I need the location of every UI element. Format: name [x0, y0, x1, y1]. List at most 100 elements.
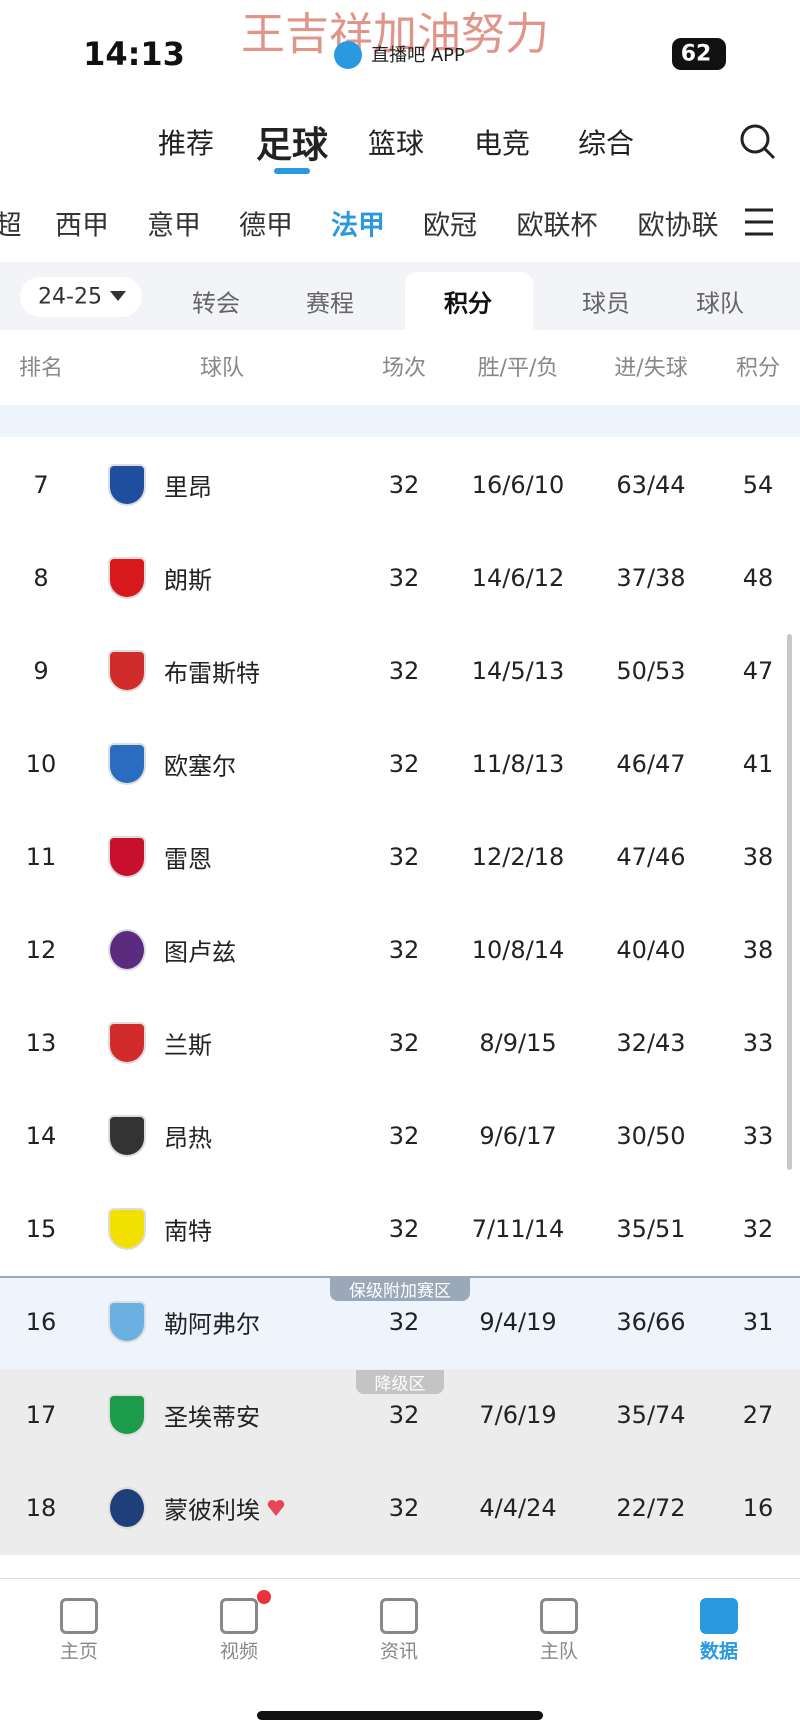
- win-draw-loss: 12/2/18: [471, 843, 565, 871]
- win-draw-loss: 4/4/24: [479, 1494, 557, 1522]
- league-tab[interactable]: 欧冠: [423, 210, 477, 242]
- top-tab[interactable]: 足球: [255, 125, 329, 166]
- nav-label[interactable]: 资讯: [379, 1640, 419, 1663]
- points: 38: [742, 843, 774, 871]
- top-tab-underline: [274, 168, 310, 174]
- points: 33: [742, 1122, 774, 1150]
- win-draw-loss: 9/6/17: [479, 1122, 557, 1150]
- rank: 10: [25, 750, 57, 778]
- win-draw-loss: 10/8/14: [471, 936, 565, 964]
- zone-label: 降级区: [374, 1374, 426, 1395]
- team-name[interactable]: 里昂: [164, 473, 212, 502]
- team-logo: [108, 1301, 146, 1343]
- points: 32: [742, 1215, 774, 1243]
- goals: 40/40: [616, 936, 686, 964]
- goals: 22/72: [616, 1494, 686, 1522]
- league-tab[interactable]: 西甲: [55, 210, 109, 242]
- nav-icon: [540, 1598, 578, 1634]
- team-name[interactable]: 图卢兹: [164, 938, 236, 967]
- goals: 37/38: [616, 564, 686, 592]
- sub-tab[interactable]: 球队: [696, 289, 744, 318]
- matches-played: 32: [388, 936, 420, 964]
- points: 41: [742, 750, 774, 778]
- points: 27: [742, 1401, 774, 1429]
- sub-tab[interactable]: 积分: [444, 289, 492, 318]
- matches-played: 32: [388, 750, 420, 778]
- league-tab[interactable]: 德甲: [239, 210, 293, 242]
- matches-played: 32: [388, 471, 420, 499]
- team-logo: [108, 557, 146, 599]
- matches-played: 32: [388, 1494, 420, 1522]
- sub-tab[interactable]: 球员: [582, 289, 630, 318]
- matches-played: 32: [388, 657, 420, 685]
- sub-tab[interactable]: 转会: [192, 289, 240, 318]
- rank: 9: [33, 657, 49, 685]
- column-header: 场次: [381, 356, 427, 381]
- team-name[interactable]: 雷恩: [164, 845, 212, 874]
- heart-icon: [266, 1498, 286, 1518]
- league-tab[interactable]: 欧联杯: [516, 210, 598, 242]
- win-draw-loss: 14/6/12: [471, 564, 565, 592]
- rank: 12: [25, 936, 57, 964]
- rank: 13: [25, 1029, 57, 1057]
- nav-label[interactable]: 主队: [539, 1640, 579, 1663]
- team-name[interactable]: 昂热: [164, 1124, 212, 1153]
- league-tab[interactable]: 超: [0, 210, 22, 242]
- team-name[interactable]: 朗斯: [164, 566, 212, 595]
- rank: 18: [25, 1494, 57, 1522]
- team-logo: [108, 1115, 146, 1157]
- win-draw-loss: 7/6/19: [479, 1401, 557, 1429]
- zone-tag: [356, 1370, 444, 1394]
- team-name[interactable]: 兰斯: [164, 1031, 212, 1060]
- column-header: 积分: [735, 356, 781, 381]
- team-logo: [108, 1487, 146, 1529]
- app-badge: [334, 41, 362, 69]
- top-tab[interactable]: 综合: [577, 127, 635, 160]
- goals: 46/47: [616, 750, 686, 778]
- team-name[interactable]: 圣埃蒂安: [164, 1403, 260, 1432]
- nav-icon: [60, 1598, 98, 1634]
- rank: 15: [25, 1215, 57, 1243]
- team-logo: [108, 836, 146, 878]
- team-logo: [108, 929, 146, 971]
- team-name[interactable]: 蒙彼利埃: [164, 1496, 260, 1525]
- team-name[interactable]: 南特: [164, 1217, 212, 1246]
- team-name[interactable]: 布雷斯特: [164, 659, 260, 688]
- goals: 30/50: [616, 1122, 686, 1150]
- team-logo: [108, 743, 146, 785]
- nav-label[interactable]: 主页: [59, 1640, 99, 1663]
- rank: 17: [25, 1401, 57, 1429]
- points: 38: [742, 936, 774, 964]
- top-tab[interactable]: 篮球: [367, 127, 425, 160]
- nav-divider: [0, 1578, 800, 1579]
- top-tab[interactable]: 推荐: [157, 127, 215, 160]
- win-draw-loss: 8/9/15: [479, 1029, 557, 1057]
- league-tab[interactable]: 法甲: [331, 210, 385, 242]
- league-tab[interactable]: 欧协联: [637, 210, 719, 242]
- active-sub-tab-bg: [405, 272, 533, 330]
- nav-label[interactable]: 数据: [699, 1640, 739, 1663]
- rank: 14: [25, 1122, 57, 1150]
- team-name[interactable]: 欧塞尔: [164, 752, 236, 781]
- clock: 14:13: [83, 35, 185, 73]
- team-logo: [108, 1208, 146, 1250]
- goals: 63/44: [616, 471, 686, 499]
- league-tab[interactable]: 意甲: [147, 210, 201, 242]
- goals: 32/43: [616, 1029, 686, 1057]
- rank: 16: [25, 1308, 57, 1336]
- team-name[interactable]: 勒阿弗尔: [164, 1310, 260, 1339]
- top-tab[interactable]: 电竞: [473, 127, 531, 160]
- zone-tag: [330, 1277, 470, 1301]
- nav-label[interactable]: 视频: [219, 1640, 259, 1663]
- menu-icon[interactable]: [743, 207, 775, 237]
- points: 33: [742, 1029, 774, 1057]
- season-caret: [110, 291, 126, 301]
- goals: 47/46: [616, 843, 686, 871]
- search-icon[interactable]: [738, 122, 778, 162]
- watermark: 王吉祥加油努力: [241, 9, 549, 60]
- season-select[interactable]: 24-25: [38, 284, 102, 310]
- matches-played: 32: [388, 1401, 420, 1429]
- sub-tab[interactable]: 赛程: [306, 289, 354, 318]
- points: 47: [742, 657, 774, 685]
